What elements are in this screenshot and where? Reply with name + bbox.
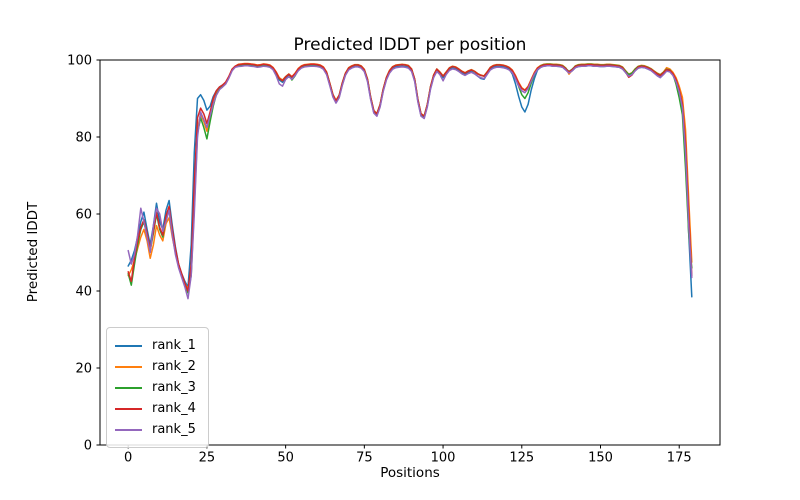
y-tick-label: 60 [75, 208, 92, 223]
legend-item-rank_1: rank_1 [115, 335, 196, 356]
x-tick-label: 125 [509, 451, 534, 466]
legend-label: rank_3 [152, 380, 196, 395]
legend-item-rank_4: rank_4 [115, 398, 196, 419]
x-axis-label: Positions [380, 465, 440, 481]
y-tick-label: 0 [84, 439, 92, 454]
x-tick-label: 175 [667, 451, 692, 466]
x-tick-label: 150 [588, 451, 613, 466]
y-tick-label: 20 [75, 362, 92, 377]
legend-line-swatch [115, 428, 142, 431]
chart-title: Predicted lDDT per position [293, 35, 527, 55]
legend-label: rank_5 [152, 422, 196, 437]
legend-line-swatch [115, 344, 142, 347]
legend-line-swatch [115, 407, 142, 410]
plot-border [99, 59, 721, 446]
legend-line-swatch [115, 386, 142, 389]
series-line-rank_5 [127, 65, 693, 300]
x-tick-label: 100 [431, 451, 456, 466]
legend: rank_1 rank_2 rank_3 rank_4 rank_5 [106, 327, 209, 448]
legend-label: rank_4 [152, 401, 196, 416]
y-tick-label: 100 [67, 54, 92, 69]
x-tick-label: 50 [277, 451, 294, 466]
x-tick-label: 25 [199, 451, 216, 466]
axis-ticks: 0 25 50 75 100 125 150 175 0 20 40 60 80 100 [67, 54, 691, 466]
y-axis-label: Predicted lDDT [25, 201, 41, 303]
x-tick-label: 0 [124, 451, 132, 466]
x-tick-label: 75 [356, 451, 373, 466]
legend-label: rank_1 [152, 338, 196, 353]
legend-item-rank_3: rank_3 [115, 377, 196, 398]
y-tick-label: 80 [75, 131, 92, 146]
series-line-rank_4 [127, 63, 693, 292]
legend-item-rank_5: rank_5 [115, 419, 196, 440]
series-lines [127, 62, 693, 300]
y-tick-label: 40 [75, 285, 92, 300]
legend-item-rank_2: rank_2 [115, 356, 196, 377]
legend-label: rank_2 [152, 359, 196, 374]
legend-line-swatch [115, 365, 142, 368]
